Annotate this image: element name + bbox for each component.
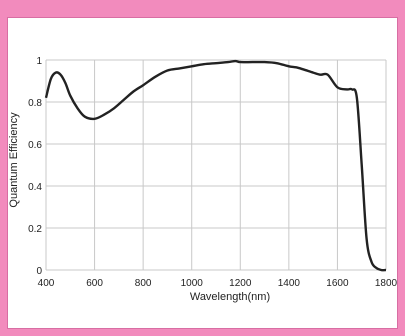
x-tick-label: 1200 [229,278,252,289]
qe-series-line [44,59,387,272]
y-tick-label: 0 [36,266,42,277]
grid [45,59,387,271]
y-tick-label: 0.2 [28,224,42,235]
x-tick-label: 600 [86,278,103,289]
x-tick-label: 1600 [326,278,349,289]
tick-labels: 400 600 800 1000 1200 1400 1600 1800 0 0.2 0.4 0.6 0… [28,56,397,289]
series-lines [44,59,387,272]
y-axis-label: Quantum Efficiency [8,112,20,208]
x-tick-label: 400 [38,278,55,289]
x-tick-label: 1000 [181,278,204,289]
y-tick-label: 0.8 [28,98,42,109]
chart-frame [7,17,398,329]
y-tick-label: 0.4 [28,182,42,193]
x-tick-label: 800 [135,278,152,289]
x-axis-label: Wavelength(nm) [190,291,270,303]
x-tick-label: 1400 [278,278,301,289]
y-tick-label: 0.6 [28,140,42,151]
x-tick-label: 1800 [375,278,398,289]
y-tick-label: 1 [36,56,42,67]
